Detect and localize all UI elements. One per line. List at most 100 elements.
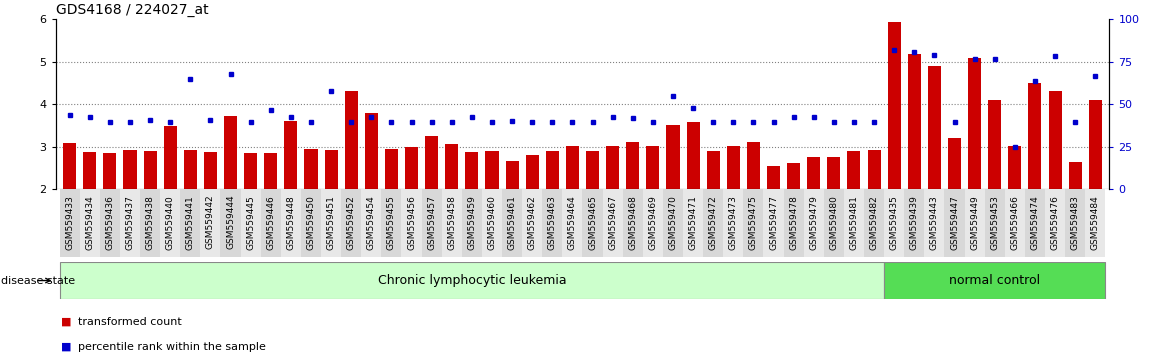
Bar	[361, 189, 381, 257]
Bar	[867, 150, 880, 189]
Bar	[945, 189, 965, 257]
Text: GSM559448: GSM559448	[286, 195, 295, 250]
Text: GSM559459: GSM559459	[468, 195, 476, 250]
Text: GSM559449: GSM559449	[970, 195, 980, 250]
Bar	[1005, 189, 1025, 257]
Bar	[482, 189, 503, 257]
Text: GSM559436: GSM559436	[105, 195, 115, 250]
Bar	[1025, 189, 1045, 257]
Bar	[767, 166, 780, 189]
Bar	[968, 58, 981, 189]
Text: GSM559458: GSM559458	[447, 195, 456, 250]
Bar	[586, 151, 599, 189]
Bar	[324, 150, 338, 189]
Text: GSM559484: GSM559484	[1091, 195, 1100, 250]
Text: GSM559437: GSM559437	[125, 195, 134, 250]
Bar	[204, 152, 217, 189]
Bar	[545, 151, 559, 189]
Bar	[264, 153, 277, 189]
Text: Chronic lymphocytic leukemia: Chronic lymphocytic leukemia	[378, 274, 566, 287]
Bar	[1085, 189, 1106, 257]
Text: GSM559452: GSM559452	[346, 195, 356, 250]
Bar	[405, 147, 418, 189]
Text: GSM559460: GSM559460	[488, 195, 497, 250]
Bar	[1028, 83, 1041, 189]
Bar	[342, 189, 361, 257]
Text: percentile rank within the sample: percentile rank within the sample	[78, 342, 265, 352]
Text: GSM559443: GSM559443	[930, 195, 939, 250]
Bar	[83, 152, 96, 189]
Text: ■: ■	[61, 317, 72, 327]
Bar	[602, 189, 623, 257]
Bar	[1045, 189, 1065, 257]
Text: GSM559454: GSM559454	[367, 195, 376, 250]
Text: GSM559450: GSM559450	[307, 195, 315, 250]
Bar	[100, 189, 120, 257]
Bar	[626, 142, 639, 189]
Bar	[667, 125, 680, 189]
Bar	[848, 151, 860, 189]
Bar	[566, 146, 579, 189]
Text: GSM559451: GSM559451	[327, 195, 336, 250]
Bar	[381, 189, 402, 257]
Bar	[244, 153, 257, 189]
Text: GSM559457: GSM559457	[427, 195, 437, 250]
Bar	[988, 100, 1002, 189]
Text: GSM559434: GSM559434	[86, 195, 94, 250]
Text: GSM559435: GSM559435	[889, 195, 899, 250]
Bar	[140, 189, 160, 257]
Bar	[285, 121, 298, 189]
Bar	[144, 151, 156, 189]
Bar	[80, 189, 100, 257]
Bar	[606, 146, 620, 189]
Text: GSM559461: GSM559461	[507, 195, 516, 250]
Bar	[223, 116, 237, 189]
Text: GSM559475: GSM559475	[749, 195, 758, 250]
Bar	[563, 189, 582, 257]
Bar	[643, 189, 662, 257]
Text: GSM559466: GSM559466	[1010, 195, 1019, 250]
Text: GSM559447: GSM559447	[950, 195, 959, 250]
Bar	[683, 189, 703, 257]
Bar	[662, 189, 683, 257]
Bar	[727, 146, 740, 189]
Bar	[623, 189, 643, 257]
Bar	[402, 189, 422, 257]
Text: GSM559444: GSM559444	[226, 195, 235, 250]
Bar	[103, 153, 117, 189]
Text: GSM559439: GSM559439	[910, 195, 918, 250]
Bar	[743, 189, 763, 257]
Bar	[466, 153, 478, 189]
Text: GSM559483: GSM559483	[1071, 195, 1079, 250]
Bar	[365, 113, 378, 189]
Bar	[59, 189, 80, 257]
Text: GSM559442: GSM559442	[206, 195, 215, 250]
Bar	[646, 146, 659, 189]
Text: GSM559471: GSM559471	[689, 195, 697, 250]
Bar	[59, 262, 884, 299]
Bar	[888, 22, 901, 189]
Text: GSM559433: GSM559433	[65, 195, 74, 250]
Bar	[261, 189, 281, 257]
Text: GSM559472: GSM559472	[709, 195, 718, 250]
Text: GSM559441: GSM559441	[185, 195, 195, 250]
Bar	[445, 143, 459, 189]
Text: GSM559462: GSM559462	[528, 195, 536, 250]
Bar	[763, 189, 784, 257]
Bar	[823, 189, 844, 257]
Text: GSM559482: GSM559482	[870, 195, 879, 250]
Text: GSM559456: GSM559456	[406, 195, 416, 250]
Bar	[1089, 100, 1101, 189]
Text: transformed count: transformed count	[78, 317, 182, 327]
Text: GSM559455: GSM559455	[387, 195, 396, 250]
Bar	[301, 189, 321, 257]
Bar	[1009, 146, 1021, 189]
Text: GSM559463: GSM559463	[548, 195, 557, 250]
Bar	[384, 149, 398, 189]
Bar	[241, 189, 261, 257]
Bar	[506, 160, 519, 189]
Text: GSM559453: GSM559453	[990, 195, 999, 250]
Text: ■: ■	[61, 342, 72, 352]
Bar	[160, 189, 181, 257]
Text: normal control: normal control	[950, 274, 1040, 287]
